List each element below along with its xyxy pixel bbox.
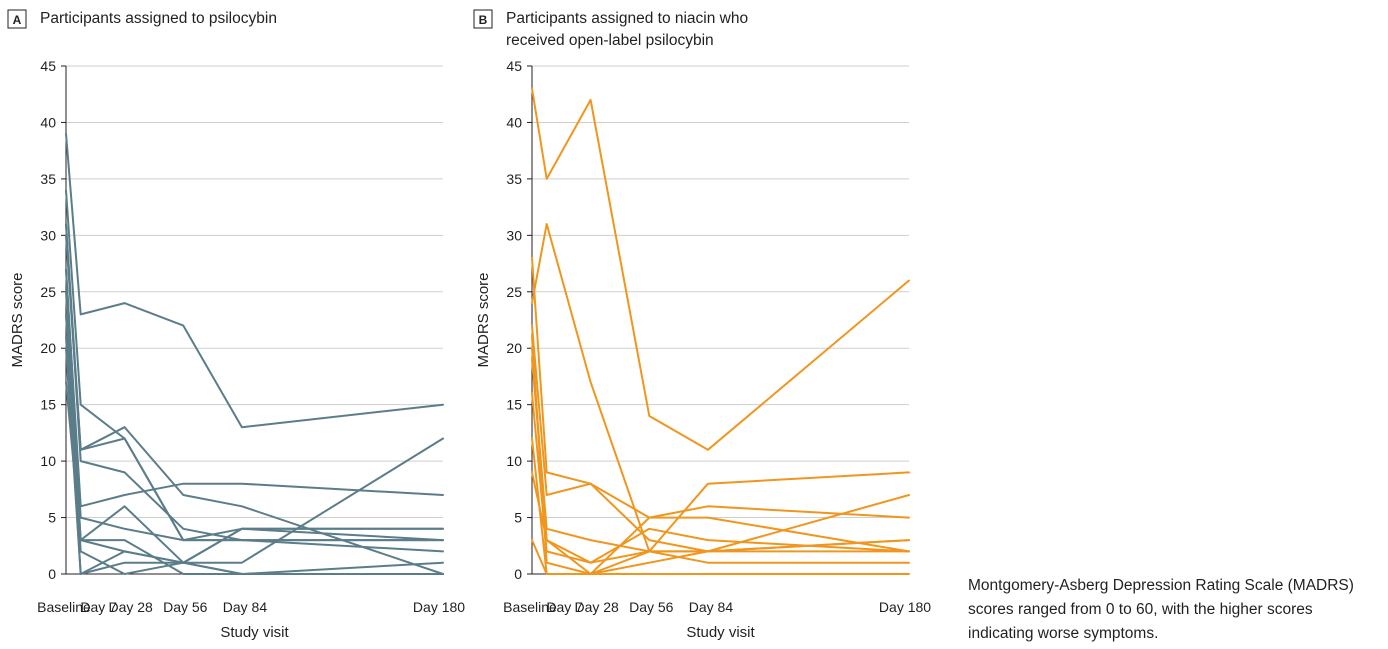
y-tick-label: 5 bbox=[514, 510, 522, 526]
y-tick-label: 0 bbox=[48, 566, 56, 582]
series-line bbox=[65, 132, 444, 429]
figure-caption: Montgomery-Asberg Depression Rating Scal… bbox=[968, 577, 1354, 642]
y-tick-label: 45 bbox=[506, 58, 522, 74]
y-tick-label: 15 bbox=[40, 397, 56, 413]
y-tick-label: 10 bbox=[40, 453, 56, 469]
x-tick-label: Day 28 bbox=[108, 599, 153, 615]
y-tick-label: 40 bbox=[506, 114, 522, 130]
y-tick-label: 25 bbox=[506, 284, 522, 300]
series-line bbox=[531, 392, 910, 564]
panel-title-line: received open-label psilocybin bbox=[506, 32, 714, 49]
series-line bbox=[531, 335, 910, 575]
y-axis-title: MADRS score bbox=[9, 272, 26, 367]
y-tick-label: 20 bbox=[40, 340, 56, 356]
panel-b: B Participants assigned to niacin who rece… bbox=[473, 9, 931, 641]
series-line bbox=[531, 87, 910, 451]
y-tick-label: 10 bbox=[506, 453, 522, 469]
x-tick-label: Day 84 bbox=[223, 599, 268, 615]
y-tick-label: 30 bbox=[506, 227, 522, 243]
y-tick-label: 5 bbox=[48, 510, 56, 526]
series-line bbox=[531, 539, 910, 575]
y-tick-label: 20 bbox=[506, 340, 522, 356]
y-tick-label: 30 bbox=[40, 227, 56, 243]
y-axis-title: MADRS score bbox=[475, 272, 492, 367]
panel-letter-box bbox=[7, 9, 27, 29]
x-axis-title: Study visit bbox=[220, 624, 289, 641]
series-line bbox=[65, 223, 444, 575]
x-tick-label: Baseline bbox=[503, 599, 557, 615]
panel-letter: A bbox=[13, 13, 22, 27]
y-tick-label: 0 bbox=[514, 566, 522, 582]
series-line bbox=[531, 256, 910, 553]
y-tick-label: 35 bbox=[40, 171, 56, 187]
series-line bbox=[65, 313, 444, 575]
series-line bbox=[531, 437, 910, 575]
x-tick-label: Day 7 bbox=[80, 599, 117, 615]
panel-title-line: Participants assigned to niacin who bbox=[506, 10, 748, 27]
y-tick-label: 40 bbox=[40, 114, 56, 130]
series-line bbox=[531, 358, 910, 553]
x-tick-label: Day 56 bbox=[163, 599, 208, 615]
series-line bbox=[65, 268, 444, 508]
series-line bbox=[65, 189, 444, 542]
y-tick-label: 35 bbox=[506, 171, 522, 187]
series-line bbox=[531, 223, 910, 553]
panel-letter-box bbox=[473, 9, 493, 29]
x-tick-label: Day 180 bbox=[879, 599, 931, 615]
y-tick-label: 45 bbox=[40, 58, 56, 74]
x-axis-title: Study visit bbox=[686, 624, 755, 641]
series-line bbox=[65, 347, 444, 575]
x-tick-label: Day 84 bbox=[689, 599, 734, 615]
series-line bbox=[65, 313, 444, 575]
y-tick-label: 25 bbox=[40, 284, 56, 300]
x-tick-label: Day 180 bbox=[413, 599, 465, 615]
panel-a: A Participants assigned to psilocybin 0 5 10… bbox=[7, 9, 465, 641]
x-tick-label: Day 28 bbox=[574, 599, 619, 615]
x-tick-label: Baseline bbox=[37, 599, 91, 615]
y-tick-label: 15 bbox=[506, 397, 522, 413]
series-line bbox=[65, 234, 444, 542]
x-tick-label: Day 7 bbox=[546, 599, 583, 615]
panel-title-line: Participants assigned to psilocybin bbox=[40, 10, 277, 27]
x-tick-label: Day 56 bbox=[629, 599, 674, 615]
panel-letter: B bbox=[479, 13, 488, 27]
series-line bbox=[65, 335, 444, 575]
